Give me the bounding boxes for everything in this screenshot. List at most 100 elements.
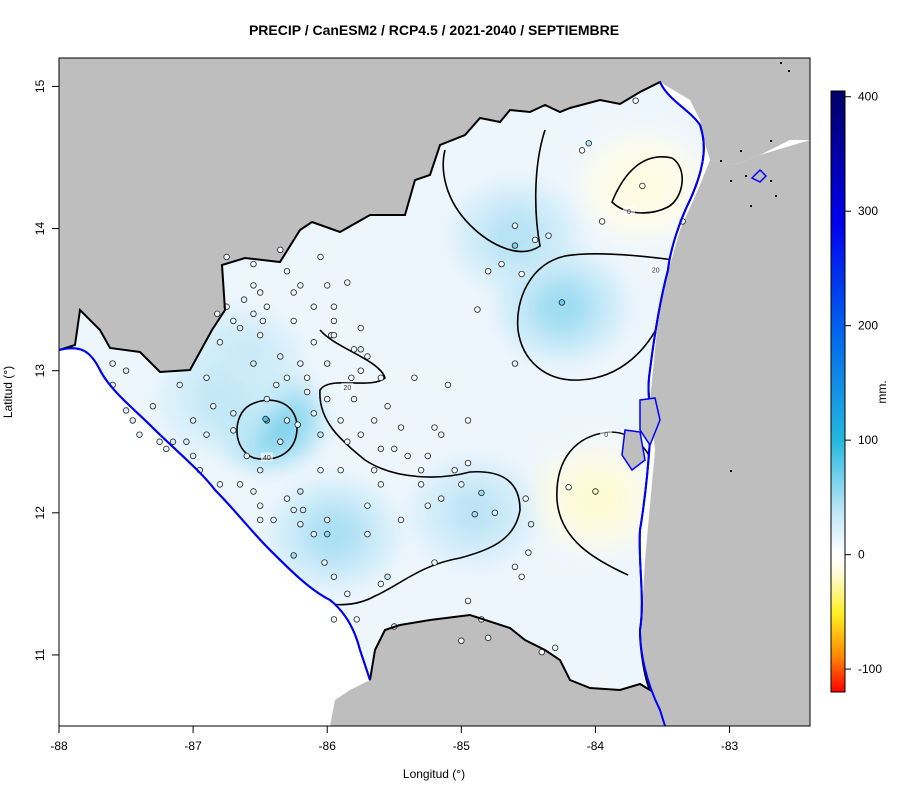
station-marker (518, 573, 525, 580)
contour-20-center (299, 329, 521, 606)
y-axis: 15 14 13 12 11 (33, 79, 59, 661)
pearl-lagoon-outline (639, 397, 661, 447)
contour-20-north (442, 129, 546, 253)
station-marker (216, 339, 224, 346)
station-marker (263, 303, 271, 310)
station-marker (230, 410, 237, 417)
station-marker (397, 424, 405, 431)
station-marker (303, 388, 311, 396)
station-marker (230, 317, 237, 325)
station-marker (256, 502, 264, 509)
station-marker (109, 360, 116, 367)
station-marker (256, 289, 264, 296)
station-marker (451, 466, 458, 474)
station-marker (474, 306, 481, 313)
x-tick-label: -86 (319, 739, 337, 753)
station-marker (317, 431, 324, 438)
x-axis-title: Longitud (°) (403, 767, 465, 781)
colorbar-tick-label: 300 (858, 204, 878, 218)
y-tick-label: 14 (33, 222, 47, 236)
colorbar-gradient (830, 90, 846, 693)
station-marker (310, 339, 318, 346)
station-marker (250, 360, 257, 367)
caribbean-coastline (638, 81, 705, 726)
station-marker (163, 445, 170, 453)
station-marker (370, 417, 378, 424)
station-marker (391, 445, 398, 453)
y-tick-label: 13 (33, 364, 47, 378)
station-marker (484, 634, 492, 642)
colorbar-ticks: 400 300 200 100 0 -100 (845, 90, 882, 676)
station-marker (632, 97, 639, 104)
precip-core-6 (188, 371, 251, 428)
station-marker (545, 232, 552, 239)
station-marker (370, 466, 378, 474)
station-marker (344, 279, 351, 286)
station-marker (344, 590, 351, 598)
station-marker (324, 516, 331, 524)
contour-0-north (611, 156, 683, 214)
precip-core-8 (564, 470, 627, 527)
station-marker (458, 637, 465, 644)
station-marker (210, 403, 217, 410)
station-marker (431, 559, 438, 566)
station-marker (259, 317, 267, 325)
station-marker (324, 360, 331, 367)
station-marker (290, 552, 297, 559)
station-marker (277, 353, 284, 360)
station-marker (129, 417, 136, 424)
station-marker (256, 331, 264, 339)
station-marker (585, 140, 592, 147)
station-marker (598, 218, 606, 225)
contour-label-bg-4 (341, 382, 354, 392)
station-marker (558, 299, 566, 306)
station-marker (511, 563, 519, 571)
station-marker (297, 520, 304, 528)
station-marker (565, 484, 572, 491)
map-title: PRECIP / CanESM2 / RCP4.5 / 2021-2040 / … (249, 22, 619, 38)
station-marker (377, 481, 385, 488)
station-marker (350, 346, 358, 353)
station-marker (592, 488, 599, 495)
station-marker (297, 282, 304, 289)
station-marker (263, 395, 271, 403)
contour-0-south (556, 431, 661, 576)
station-marker (438, 495, 445, 502)
station-marker (330, 317, 338, 325)
station-marker (344, 438, 351, 445)
station-marker (438, 431, 445, 438)
station-marker (223, 253, 230, 261)
station-marker (578, 147, 586, 154)
contour-labels: 0 20 40 0 20 (260, 206, 662, 462)
station-marker (122, 367, 130, 374)
station-marker (471, 511, 478, 518)
station-marker (525, 549, 532, 556)
station-marker (317, 466, 324, 474)
pacific-coastline (59, 347, 371, 681)
station-marker (377, 445, 385, 453)
station-marker (290, 317, 297, 325)
station-marker (321, 559, 328, 566)
x-axis: -88 -87 -86 -85 -84 -83 (50, 726, 739, 753)
station-marker (417, 466, 425, 474)
station-marker (250, 282, 257, 289)
station-marker (357, 324, 364, 332)
contour-20-east (516, 253, 701, 381)
station-marker (531, 236, 539, 244)
station-marker (397, 516, 405, 524)
station-marker (236, 324, 244, 332)
colorbar-tick-label: 400 (858, 90, 878, 104)
colorbar-tick-label: 0 (858, 548, 865, 562)
honduras-land (59, 58, 810, 372)
station-marker (243, 452, 250, 460)
station-marker (283, 495, 291, 502)
station-marker (214, 310, 221, 318)
bluefields-bay-outline (621, 429, 646, 472)
y-tick-label: 11 (33, 648, 47, 661)
y-tick-label: 12 (33, 506, 47, 520)
station-marker (364, 502, 371, 509)
station-marker (240, 296, 248, 303)
station-marker (122, 407, 130, 414)
x-tick-label: -83 (721, 739, 739, 753)
station-marker (290, 289, 297, 296)
